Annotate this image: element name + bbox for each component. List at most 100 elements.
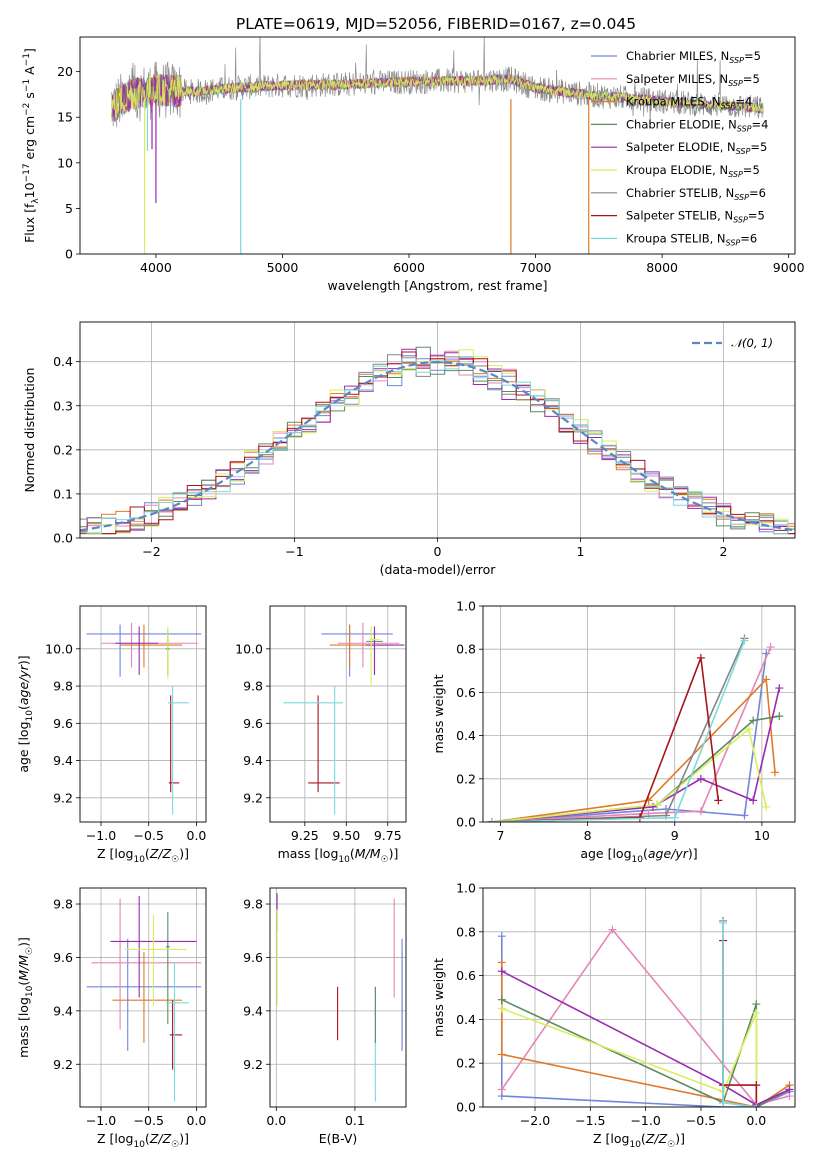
weight-marker [497,1004,506,1013]
y-axis-label: Normed distribution [22,368,37,493]
y-tick-label: 9.4 [53,1003,73,1018]
grid [483,887,795,1108]
weight-marker [785,1085,794,1094]
y-tick-label: 9.6 [53,716,73,731]
y-tick-label: 9.8 [243,897,263,912]
x-tick-label: −1.0 [630,1113,660,1128]
y-tick-label: 0 [65,247,73,262]
x-tick-label: 1 [577,544,585,559]
weight-line [491,715,780,822]
weight-vs-metallicity-panel: −2.0 −1.5 −1.0 −0.5 0.0 0.0 0.2 0.4 0.6 0.8 1.0 Z [… [431,881,796,1150]
mass-vs-metallicity-panel: −1.0 −0.5 0.0 9.2 9.4 9.6 9.8 Z [log10(Z/Z☉)] ma… [16,887,207,1150]
y-tick-label: 15 [57,110,73,125]
legend-label: Kroupa STELIB, NSSP=6 [626,231,757,247]
y-axis-label: age [log10(age/yr)] [16,655,35,772]
y-tick-label: 9.6 [243,716,263,731]
weight-marker [752,1008,761,1017]
plot-area [86,622,202,815]
x-tick-label: 0.0 [187,1113,207,1128]
grid [80,606,206,822]
weight-line [491,653,767,822]
legend-label: Salpeter MILES, NSSP=5 [626,72,760,88]
weight-line [491,657,720,822]
x-tick-label: −1.0 [86,828,116,843]
weight-marker [696,653,705,662]
axes-frame [79,321,796,539]
legend-label: Salpeter ELODIE, NSSP=5 [626,140,767,156]
weight-line [491,677,776,822]
x-tick-label: −1.0 [86,1113,116,1128]
weight-marker [487,818,496,822]
weight-line [491,640,746,822]
x-tick-label: 5000 [267,260,299,275]
y-tick-label: 9.2 [243,790,263,805]
y-tick-label: 9.4 [243,753,263,768]
x-tick-label: 6000 [393,260,425,275]
legend-label: Chabrier MILES, NSSP=5 [626,49,761,65]
plot-area [497,916,794,1107]
x-axis-label: E(B-V) [319,1131,358,1146]
weight-line [501,970,790,1106]
y-tick-label: 0.8 [456,924,476,939]
x-tick-label: 7000 [520,260,552,275]
weight-vs-age-panel: 7 8 9 10 0.0 0.2 0.4 0.6 0.8 1.0 age [log10(age/yr… [431,599,796,865]
plot-area [111,37,764,254]
y-tick-label: 9.6 [243,950,263,965]
axes-frame [79,887,207,1108]
y-tick-label: 20 [57,64,73,79]
x-tick-label: 7 [496,828,504,843]
y-tick-label: 1.0 [456,881,476,896]
weight-line [491,646,772,822]
x-axis-label: Z [log10(Z/Z☉)] [593,1131,685,1150]
x-tick-label: −0.5 [134,1113,164,1128]
y-tick-label: 0.2 [456,1056,476,1071]
x-axis-label: Z [log10(Z/Z☉)] [97,846,189,865]
y-tick-label: 0.0 [53,531,73,546]
y-tick-label: 9.2 [53,1057,73,1072]
weight-marker [752,1081,761,1090]
y-axis-label: mass weight [431,674,446,753]
axes-frame [79,36,796,255]
y-tick-label: 10.0 [235,641,263,656]
legend-label: 𝒩(0, 1) [731,336,773,350]
grid [80,888,206,1107]
y-tick-label: 0.4 [53,354,73,369]
normal-curve [80,360,793,532]
y-tick-label: 0.4 [456,1012,476,1027]
x-axis-label: Z [log10(Z/Z☉)] [97,1131,189,1150]
plot-area [276,893,403,1102]
weight-marker [497,1085,506,1094]
y-axis-label: mass [log10(M/M☉)] [16,937,35,1058]
x-tick-label: 9.75 [374,828,402,843]
x-tick-label: −2.0 [520,1113,550,1128]
age-vs-mass-panel: 9.25 9.50 9.75 9.2 9.4 9.6 9.8 10.0 mass [log10(… [235,605,407,865]
weight-line [491,638,746,822]
x-axis-label: age [log10(age/yr)] [580,846,697,865]
residuals-panel: −2 −1 0 1 2 0.0 0.1 0.2 0.3 0.4 (data-model)/error… [22,321,796,577]
y-tick-label: 10 [57,155,73,170]
x-tick-label: 8 [584,828,592,843]
x-tick-label: −0.5 [686,1113,716,1128]
residual-histogram [80,355,795,535]
x-tick-label: 9000 [773,260,805,275]
weight-line [501,928,790,1106]
axes-frame [269,605,407,823]
x-tick-label: −1.5 [575,1113,605,1128]
plot-area [283,622,405,815]
legend-label: Chabrier ELODIE, NSSP=4 [626,117,768,133]
y-tick-label: 9.2 [243,1057,263,1072]
x-axis-label: (data-model)/error [380,562,497,577]
y-tick-label: 9.8 [243,679,263,694]
weight-marker [744,725,753,734]
legend-label: Salpeter STELIB, NSSP=5 [626,209,765,225]
y-tick-label: 0.3 [53,398,73,413]
age-vs-metallicity-panel: −1.0 −0.5 0.0 9.2 9.4 9.6 9.8 10.0 Z [log10(Z/Z☉… [16,605,207,865]
weight-marker [752,1000,761,1009]
weight-marker [670,813,679,822]
x-tick-label: 0.0 [266,1113,286,1128]
weight-marker [648,802,657,811]
x-tick-label: 0.1 [345,1113,365,1128]
weight-line [491,727,767,822]
weight-marker [749,796,758,805]
